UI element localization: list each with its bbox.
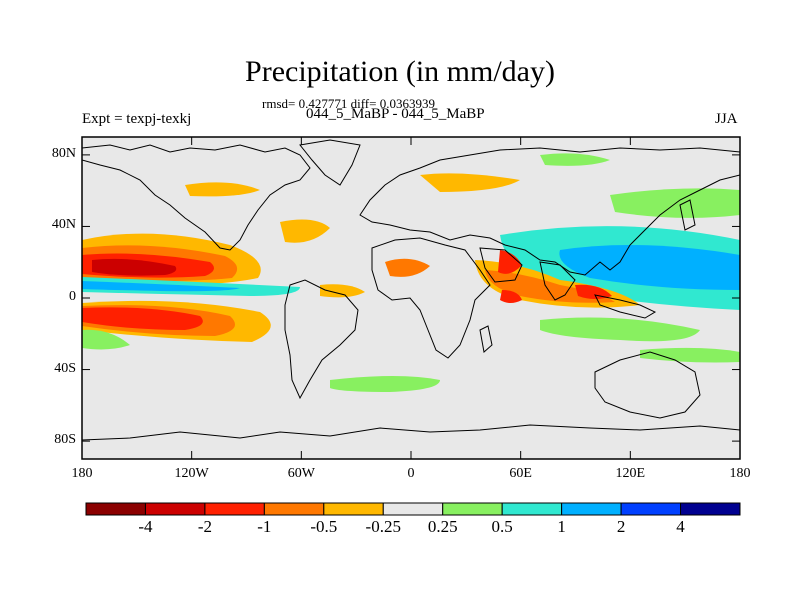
x-tick-label: 120E <box>615 466 646 481</box>
colorbar-label: 0.25 <box>427 517 458 536</box>
north-africa-dry-patch <box>385 258 430 277</box>
arabian-sea-dry-core <box>500 290 522 303</box>
colorbar-label: 4 <box>676 517 685 536</box>
colorbar-label: -0.25 <box>365 517 401 536</box>
colorbar-label: -4 <box>138 517 153 536</box>
colorbar-swatch <box>144 502 206 516</box>
north-pacific-wet-patch <box>610 188 740 218</box>
south-pacific-wet-patch <box>82 329 130 350</box>
colorbar-label: 1 <box>557 517 566 536</box>
south-indian-wet-band <box>540 317 700 342</box>
tasman-wet-band <box>640 347 740 363</box>
coastline-eurasia <box>359 147 740 276</box>
anomaly-fields <box>82 153 740 392</box>
x-tick-label: 60W <box>287 466 315 481</box>
x-tick-label: 0 <box>407 466 415 481</box>
colorbar-label: 0.5 <box>491 517 513 536</box>
colorbar-label: 2 <box>616 517 626 536</box>
coastline-madagascar <box>479 325 493 353</box>
x-tick-label: 60E <box>509 466 532 481</box>
x-tick-label: 180 <box>71 466 93 481</box>
colorbar-swatch <box>382 502 444 516</box>
coastline-greenland <box>299 139 361 186</box>
colorbar-swatch <box>680 502 741 516</box>
coastline-indonesia <box>594 294 657 319</box>
north-atlantic-dry-patch <box>280 219 330 243</box>
southern-ocean-wet-band <box>330 376 440 392</box>
x-tick-label: 180 <box>729 466 751 481</box>
y-tick-label: 80S <box>54 432 76 448</box>
colorbar-swatch <box>323 502 384 516</box>
y-tick-label: 40S <box>54 360 76 376</box>
colorbar-swatch <box>85 502 146 516</box>
coastline-japan <box>679 199 696 231</box>
coastlines <box>82 139 740 441</box>
colorbar-swatch <box>442 502 503 516</box>
colorbar-swatch <box>263 502 325 516</box>
bay-of-bengal-dry-core <box>575 284 612 299</box>
coastline-india <box>539 261 576 301</box>
colorbar-swatch <box>204 502 265 516</box>
season-label: JJA <box>715 111 738 127</box>
north-america-dry-patch <box>185 182 260 197</box>
indian-ocean-dry-inner <box>498 250 522 274</box>
rmsd-diff-stats: rmsd= 0.427771 diff= 0.0363939 <box>262 96 435 111</box>
pacific-north-dry-core <box>92 258 177 276</box>
coastline-north-america <box>82 144 311 251</box>
west-pacific-wet-core <box>559 245 740 290</box>
pacific-equator-wet-core <box>82 281 240 292</box>
y-tick-label: 40N <box>51 217 76 233</box>
colorbar-swatch <box>561 502 622 516</box>
experiment-subtitle: 044_5_MaBP - 044_5_MaBP <box>306 106 485 122</box>
coastline-antarctica <box>82 424 740 441</box>
experiment-label: Expt = texpj-texkj <box>82 111 192 127</box>
colorbar-label: -2 <box>197 517 212 536</box>
europe-dry-patch <box>420 173 520 192</box>
pacific-south-dry-inner <box>82 307 203 330</box>
axis-ticks <box>81 137 741 459</box>
coastline-africa <box>371 237 491 359</box>
colorbar <box>85 502 741 516</box>
coastline-arabia <box>479 247 523 283</box>
atlantic-dry-patch <box>320 284 365 298</box>
siberia-wet-patch <box>540 153 610 166</box>
colorbar-label: -1 <box>257 517 272 536</box>
colorbar-swatch <box>501 502 563 516</box>
y-tick-label: 80N <box>51 145 76 161</box>
y-tick-label: 0 <box>69 289 76 304</box>
colorbar-label: -0.5 <box>310 517 338 536</box>
coastline-south-america <box>284 279 359 400</box>
colorbar-swatch <box>620 502 682 516</box>
page-title: Precipitation (in mm/day) <box>245 55 555 88</box>
coastline-australia <box>594 351 701 419</box>
x-tick-label: 120W <box>174 466 209 481</box>
